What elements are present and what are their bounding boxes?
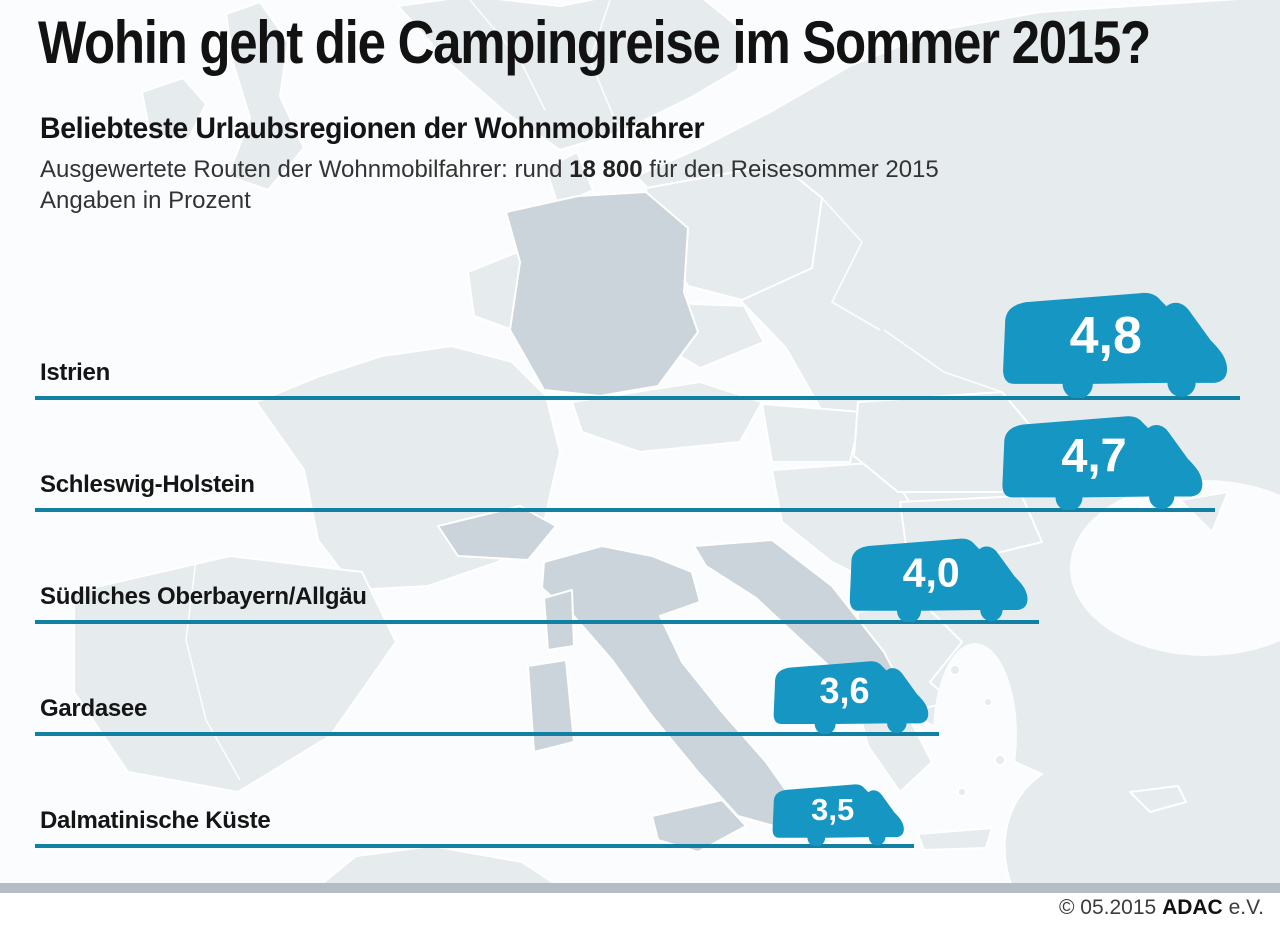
chart-area: Istrien 4,8 Schleswig-Holstein 4,7 Südliches… [35, 280, 1240, 848]
region-label: Schleswig-Holstein [40, 471, 255, 498]
chart-row: Südliches Oberbayern/Allgäu 4,0 [35, 504, 1039, 624]
map-italy [541, 545, 791, 827]
region-label: Südliches Oberbayern/Allgäu [40, 583, 367, 610]
chart-row: Istrien 4,8 [35, 280, 1240, 400]
value-label: 3,6 [819, 669, 870, 711]
camper-van-icon: 4,8 [992, 287, 1234, 398]
chart-subtitle: Beliebteste Urlaubsregionen der Wohnmobi… [40, 112, 705, 145]
map-africa-coast [321, 845, 556, 883]
map-hungary [761, 403, 863, 463]
map-sicily [651, 799, 747, 853]
chart-description: Ausgewertete Routen der Wohnmobilfahrer:… [40, 156, 939, 184]
description-prefix: Ausgewertete Routen der Wohnmobilfahrer:… [40, 156, 570, 183]
map-aegean-sea [933, 643, 1017, 827]
unit-note: Angaben in Prozent [40, 187, 251, 214]
bar-line [35, 396, 1240, 400]
map-island [983, 697, 993, 707]
chart-row: Schleswig-Holstein 4,7 [35, 392, 1215, 512]
map-crimea [1179, 491, 1229, 533]
page-title: Wohin geht die Campingreise im Sommer 20… [38, 9, 1151, 76]
chart-row: Dalmatinische Küste 3,5 [35, 728, 914, 848]
value-label: 4,8 [1069, 306, 1142, 365]
bar-line [35, 732, 939, 736]
camper-van-icon: 3,5 [766, 781, 908, 846]
map-border [589, 0, 621, 133]
copyright-text: © 05.2015 [1059, 896, 1163, 919]
bar-line [35, 844, 914, 848]
map-portugal-border [185, 559, 241, 781]
map-crete [917, 827, 993, 851]
camper-van-icon: 4,0 [841, 534, 1033, 622]
adac-logo-text: ADAC [1162, 896, 1223, 919]
map-border [469, 0, 546, 111]
map-scandinavia [397, 0, 743, 151]
map-border [883, 329, 1003, 393]
region-label: Istrien [40, 359, 110, 386]
region-label: Dalmatinische Küste [40, 807, 271, 834]
value-label: 3,5 [811, 791, 855, 827]
map-border [821, 197, 881, 331]
map-denmark [545, 151, 594, 207]
bar-line [35, 620, 1039, 624]
chart-row: Gardasee 3,6 [35, 616, 939, 736]
bar-line [35, 508, 1215, 512]
footer-copyright: © 05.2015 ADAC e.V. [1059, 896, 1264, 920]
description-count: 18 800 [569, 156, 643, 183]
map-germany [505, 191, 699, 397]
description-suffix: für den Reisesommer 2015 [642, 156, 939, 183]
copyright-suffix: e.V. [1222, 896, 1264, 919]
value-label: 4,7 [1061, 428, 1127, 482]
map-island [994, 754, 1006, 766]
region-label: Gardasee [40, 695, 148, 722]
camper-van-icon: 3,6 [766, 657, 933, 734]
map-ireland [141, 77, 207, 141]
map-black-sea [1070, 480, 1280, 656]
map-baseline-strip [0, 883, 1280, 893]
value-label: 4,0 [902, 549, 960, 596]
map-sardinia [527, 659, 575, 753]
camper-van-icon: 4,7 [992, 411, 1209, 510]
map-island [957, 787, 967, 797]
map-cyprus [1129, 785, 1187, 813]
map-great-britain [225, 1, 305, 191]
map-island [949, 664, 961, 676]
